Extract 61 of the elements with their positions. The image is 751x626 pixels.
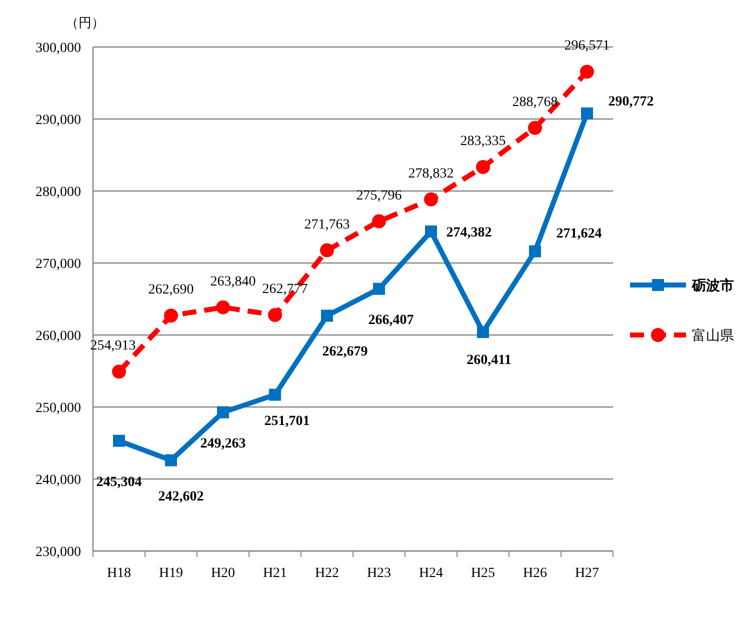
point <box>373 282 385 295</box>
y-tick-label: 250,000 <box>36 401 81 416</box>
point <box>477 326 489 338</box>
data-label: 266,407 <box>368 312 414 328</box>
data-label: 260,411 <box>466 353 512 368</box>
data-label: 254,913 <box>90 338 136 354</box>
point <box>269 388 281 401</box>
data-label: 271,763 <box>304 217 350 232</box>
y-tick-label: 270,000 <box>36 257 81 272</box>
point <box>165 454 177 466</box>
data-label: 242,602 <box>158 489 204 504</box>
point <box>217 406 229 418</box>
data-label: 290,772 <box>608 94 654 110</box>
point <box>372 214 386 228</box>
data-label: 251,701 <box>264 414 310 429</box>
x-tick-label: H19 <box>158 566 184 581</box>
data-label: 262,679 <box>322 344 368 360</box>
x-tick-label: H23 <box>366 566 392 581</box>
data-label: 249,263 <box>200 436 246 452</box>
data-label: 274,382 <box>446 225 492 240</box>
data-label: 263,840 <box>210 274 256 290</box>
data-label: 278,832 <box>408 166 454 182</box>
point <box>424 192 438 206</box>
data-label: 275,796 <box>356 188 402 204</box>
point <box>580 64 594 79</box>
y-tick-label: 260,000 <box>36 329 81 344</box>
point <box>268 308 282 322</box>
y-tick-label: 290,000 <box>36 113 81 128</box>
data-label: 288,768 <box>512 94 558 110</box>
x-tick-label: H26 <box>522 566 548 581</box>
point <box>321 310 333 322</box>
point <box>164 308 178 323</box>
y-tick-label: 280,000 <box>36 185 81 200</box>
y-tick-label: 300,000 <box>36 41 81 56</box>
point <box>320 243 334 258</box>
y-tick-label: 230,000 <box>36 545 81 560</box>
data-label: 262,690 <box>148 282 194 298</box>
data-label: 262,777 <box>262 282 308 298</box>
data-label: 283,335 <box>460 134 506 149</box>
data-label: 296,571 <box>564 38 610 54</box>
legend-label: 富山県 <box>692 328 734 344</box>
point <box>113 434 125 447</box>
x-tick-label: H27 <box>574 566 600 581</box>
x-tick-label: H25 <box>470 566 496 581</box>
point <box>529 245 541 258</box>
point <box>112 364 126 379</box>
point <box>581 107 593 120</box>
data-label: 245,304 <box>96 474 142 490</box>
point <box>216 300 230 314</box>
point <box>425 225 437 238</box>
point <box>476 160 490 174</box>
legend-label: 砺波市 <box>691 277 734 294</box>
x-tick-label: H20 <box>210 566 236 581</box>
x-tick-label: H22 <box>314 566 340 581</box>
x-tick-label: H18 <box>106 566 132 581</box>
data-label: 271,624 <box>556 226 602 242</box>
y-tick-label: 240,000 <box>36 473 81 488</box>
x-tick-label: H24 <box>418 566 444 581</box>
x-tick-label: H21 <box>262 566 288 581</box>
y-axis-title: （円） <box>66 15 104 30</box>
point <box>528 120 542 135</box>
